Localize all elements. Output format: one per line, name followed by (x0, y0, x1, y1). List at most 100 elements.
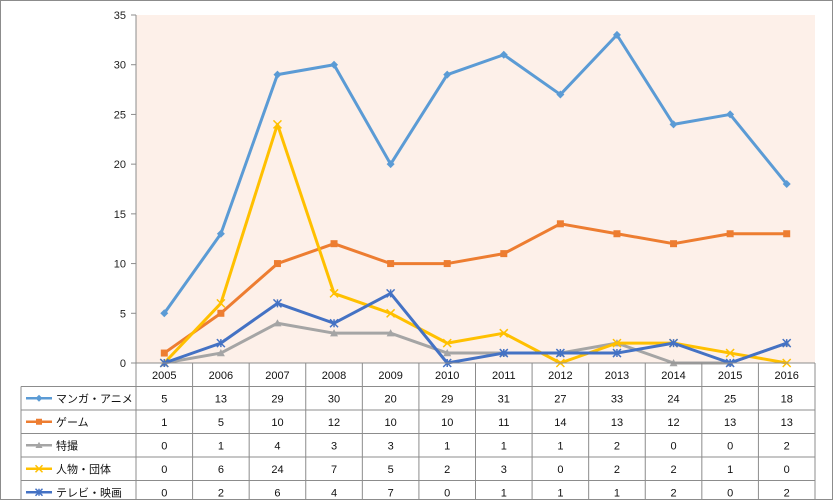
data-point (272, 119, 282, 129)
series-line (163, 33, 788, 315)
table-cell: 2 (670, 464, 676, 476)
table-cell: 13 (215, 393, 227, 405)
legend-label: マンガ・アニメ (56, 392, 133, 405)
table-cell: 3 (501, 464, 507, 476)
y-tick-label: 10 (114, 259, 126, 271)
legend-entry: ゲーム (26, 416, 89, 429)
table-cell: 27 (554, 393, 566, 405)
table-cell: 33 (611, 393, 623, 405)
data-point (386, 288, 396, 298)
series-line (163, 222, 787, 355)
table-cell: 1 (218, 440, 224, 452)
y-tick-label: 25 (114, 109, 126, 121)
table-cell: 5 (161, 393, 167, 405)
table-cell: 5 (218, 417, 224, 429)
table-cell: 1 (501, 487, 507, 499)
table-cell: 0 (727, 440, 733, 452)
series-layer (159, 30, 792, 368)
table-cell: 18 (781, 393, 793, 405)
table-cell: 12 (667, 417, 679, 429)
data-point (612, 338, 622, 348)
table-cell: 2 (614, 440, 620, 452)
table-cell: 0 (557, 464, 563, 476)
x-tick-label: 2007 (265, 370, 289, 382)
data-point (160, 349, 168, 357)
table-cell: 14 (554, 417, 566, 429)
data-point (217, 309, 225, 317)
data-point (216, 338, 226, 348)
y-tick-label: 5 (120, 308, 126, 320)
data-point (443, 260, 451, 268)
data-point (216, 298, 226, 308)
table-cell: 12 (328, 417, 340, 429)
y-tick-label: 15 (114, 209, 126, 221)
data-point (386, 308, 396, 318)
data-point (556, 90, 565, 99)
table-cell: 3 (388, 440, 394, 452)
data-point (612, 348, 622, 358)
x-tick-label: 2013 (605, 370, 629, 382)
data-point (34, 464, 44, 473)
table-cell: 0 (670, 440, 676, 452)
legend-label: テレビ・映画 (56, 486, 122, 499)
legend-label: 特撮 (56, 438, 78, 452)
table-cell: 2 (218, 487, 224, 499)
data-point (35, 441, 43, 449)
x-tick-label: 2012 (548, 370, 572, 382)
x-tick-label: 2006 (209, 370, 233, 382)
series-line (163, 122, 787, 365)
x-tick-label: 2011 (492, 370, 516, 382)
data-point (273, 260, 281, 268)
table-cell: 1 (727, 464, 733, 476)
table-cell: 7 (331, 464, 337, 476)
table-cell: 0 (727, 487, 733, 499)
table-cell: 10 (441, 417, 453, 429)
table-cell: 31 (498, 393, 510, 405)
table-cell: 2 (670, 487, 676, 499)
table-cell: 5 (388, 464, 394, 476)
table-cell: 6 (274, 487, 280, 499)
data-point (330, 329, 339, 337)
legend-entry: 特撮 (26, 438, 78, 452)
table-cell: 7 (388, 487, 394, 499)
data-point (386, 160, 395, 169)
table-cell: 1 (444, 440, 450, 452)
data-point (726, 110, 735, 119)
table-cell: 30 (328, 393, 340, 405)
x-tick-label: 2005 (152, 370, 176, 382)
data-point (500, 250, 508, 258)
data-point (387, 260, 395, 268)
data-point (330, 240, 338, 248)
data-table: 2005 2006 2007 2008 2009 2010 2011 2012 2013 2014… (20, 362, 816, 500)
table-cell: 1 (557, 487, 563, 499)
data-point (499, 348, 509, 358)
y-tick-label: 20 (114, 159, 126, 171)
legend-entry: マンガ・アニメ (26, 392, 133, 405)
table-cell: 6 (218, 464, 224, 476)
data-point (329, 288, 339, 298)
data-point (34, 488, 44, 497)
table-cell: 1 (501, 440, 507, 452)
data-point (160, 309, 169, 318)
data-point (612, 30, 621, 39)
x-tick-label: 2009 (378, 370, 402, 382)
data-point (782, 180, 791, 189)
data-point (216, 229, 225, 238)
legend-entry: 人物・団体 (26, 462, 111, 476)
table-cell: 24 (667, 393, 679, 405)
table-cell: 10 (271, 417, 283, 429)
data-point (669, 120, 678, 129)
table-cell: 3 (331, 440, 337, 452)
table-cell: 1 (557, 440, 563, 452)
data-point (613, 230, 621, 238)
table-cell: 2 (614, 464, 620, 476)
y-tick-label: 30 (114, 60, 126, 72)
data-point (556, 220, 564, 228)
series-2 (160, 220, 791, 357)
data-point (499, 50, 508, 59)
table-cell: 29 (441, 393, 453, 405)
data-point (670, 240, 678, 248)
data-point (216, 349, 225, 357)
data-point (443, 349, 452, 357)
